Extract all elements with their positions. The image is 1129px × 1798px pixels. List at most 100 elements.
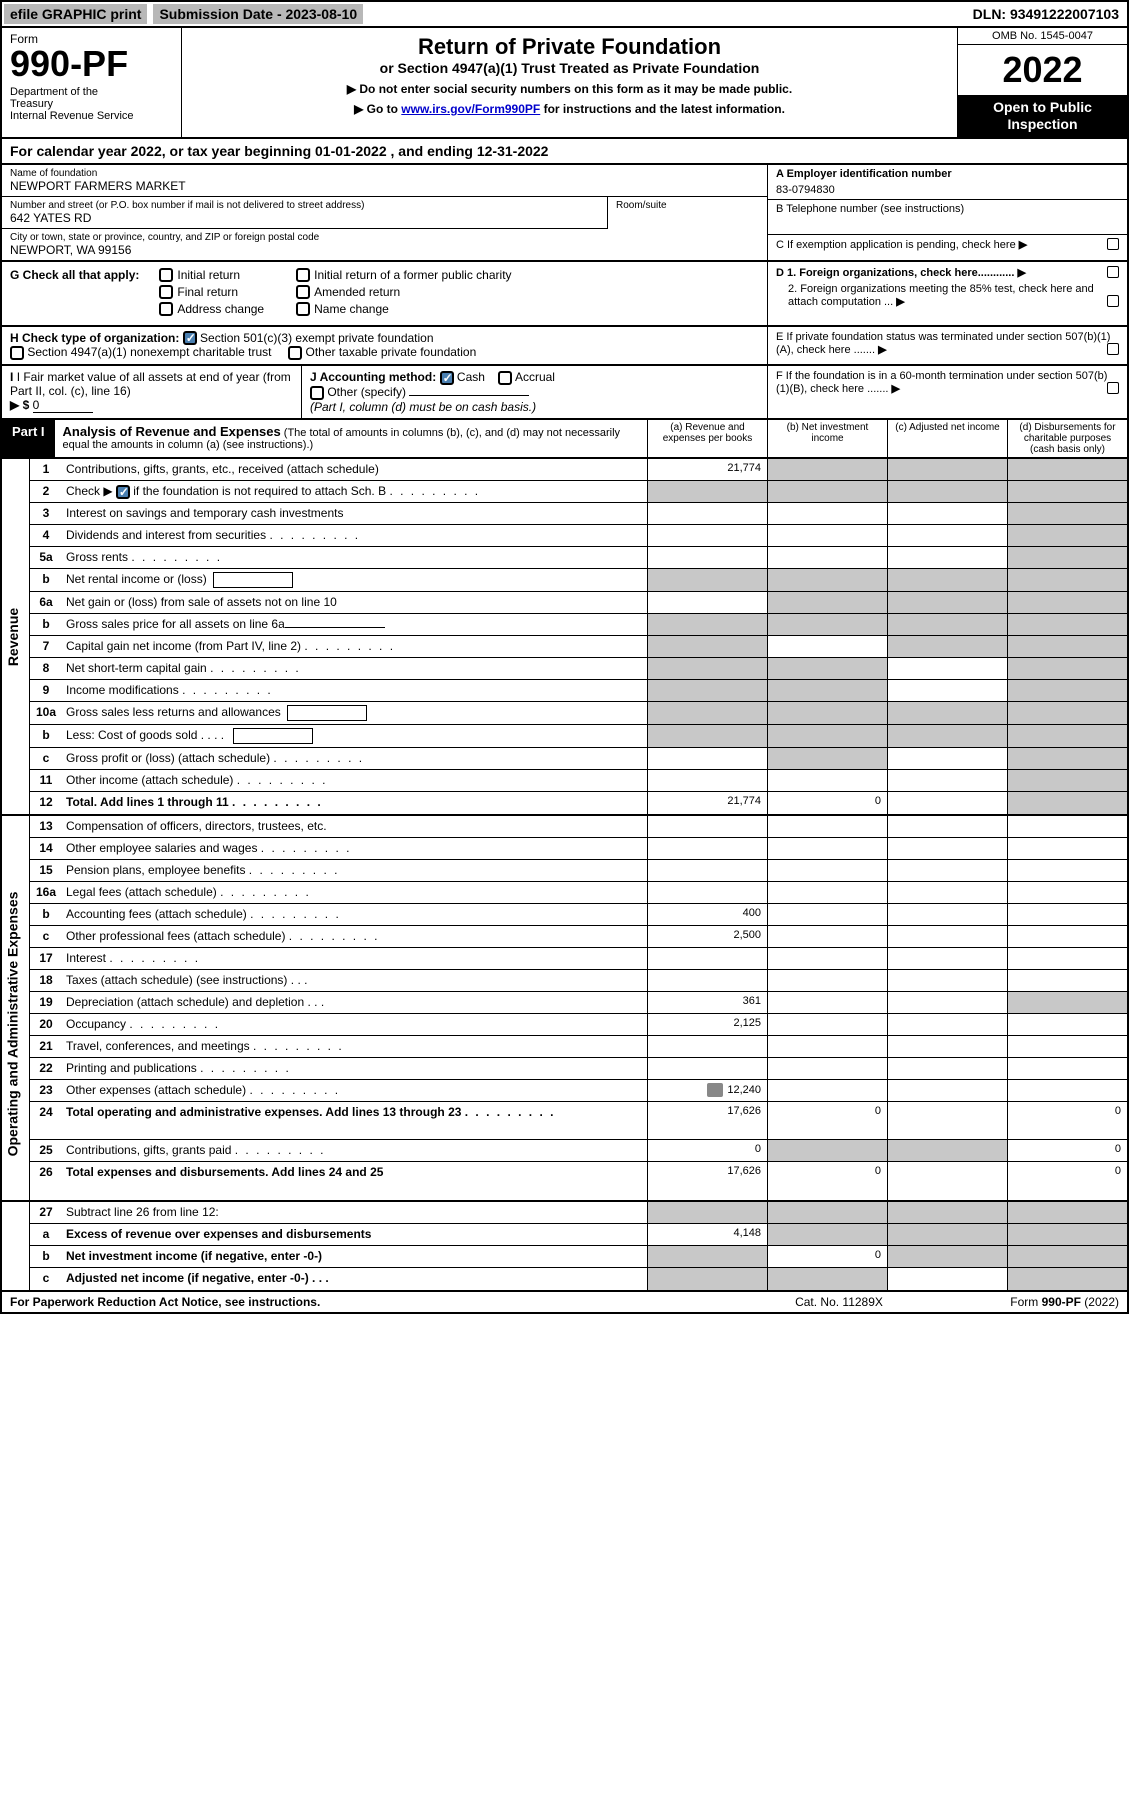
part-tag: Part I	[2, 420, 55, 457]
line-9: 9 Income modifications	[30, 680, 1127, 702]
top-bar: efile GRAPHIC print Submission Date - 20…	[0, 0, 1129, 28]
arrow-icon: ▶	[1019, 239, 1027, 251]
line-5a: 5a Gross rents	[30, 547, 1127, 569]
checkbox-accrual[interactable]	[498, 371, 512, 385]
expenses-side-label: Operating and Administrative Expenses	[2, 816, 30, 1200]
line-3: 3 Interest on savings and temporary cash…	[30, 503, 1127, 525]
line-17: 17 Interest	[30, 948, 1127, 970]
line27-block: 27 Subtract line 26 from line 12: a Exce…	[0, 1202, 1129, 1292]
phone-cell: B Telephone number (see instructions)	[768, 200, 1127, 235]
section-ijf: I I Fair market value of all assets at e…	[0, 366, 1129, 420]
col-c-header: (c) Adjusted net income	[887, 420, 1007, 457]
checkbox-final-return[interactable]	[159, 285, 173, 299]
schedule-icon[interactable]	[707, 1083, 723, 1097]
line-2: 2 Check ▶ if the foundation is not requi…	[30, 481, 1127, 503]
info-left: Name of foundation NEWPORT FARMERS MARKE…	[2, 165, 767, 260]
expenses-lines: 13 Compensation of officers, directors, …	[30, 816, 1127, 1200]
fmv-value: 0	[33, 398, 93, 413]
line-13: 13 Compensation of officers, directors, …	[30, 816, 1127, 838]
part-desc: Analysis of Revenue and Expenses (The to…	[55, 420, 647, 457]
line-20: 20 Occupancy 2,125	[30, 1014, 1127, 1036]
checkbox-amended[interactable]	[296, 285, 310, 299]
page-footer: For Paperwork Reduction Act Notice, see …	[0, 1292, 1129, 1314]
line-21: 21 Travel, conferences, and meetings	[30, 1036, 1127, 1058]
checkbox-c[interactable]	[1107, 238, 1119, 250]
checkbox-cash[interactable]	[440, 371, 454, 385]
line-1: 1 Contributions, gifts, grants, etc., re…	[30, 459, 1127, 481]
checkbox-4947[interactable]	[10, 346, 24, 360]
line-16a: 16a Legal fees (attach schedule)	[30, 882, 1127, 904]
checkbox-f[interactable]	[1107, 382, 1119, 394]
col-b-header: (b) Net investment income	[767, 420, 887, 457]
form-subtitle: or Section 4947(a)(1) Trust Treated as P…	[192, 60, 947, 76]
line-27a: a Excess of revenue over expenses and di…	[30, 1224, 1127, 1246]
h-left: H Check type of organization: Section 50…	[2, 327, 767, 365]
revenue-lines: 1 Contributions, gifts, grants, etc., re…	[30, 459, 1127, 814]
omb: OMB No. 1545-0047	[958, 28, 1127, 45]
line-25: 25 Contributions, gifts, grants paid 0 0	[30, 1140, 1127, 1162]
checkbox-schb[interactable]	[116, 485, 130, 499]
section-g: G Check all that apply: Initial return F…	[0, 262, 1129, 327]
city-state-zip: NEWPORT, WA 99156	[10, 243, 759, 257]
paperwork-notice: For Paperwork Reduction Act Notice, see …	[10, 1295, 739, 1309]
g-left: G Check all that apply: Initial return F…	[2, 262, 767, 325]
irs-link[interactable]: www.irs.gov/Form990PF	[401, 102, 540, 116]
submission-date: Submission Date - 2023-08-10	[153, 4, 363, 24]
dept: Department of theTreasuryInternal Revenu…	[10, 86, 173, 122]
expenses-table: Operating and Administrative Expenses 13…	[0, 816, 1129, 1202]
addr-cell: Number and street (or P.O. box number if…	[2, 197, 607, 229]
col-a-header: (a) Revenue and expenses per books	[647, 420, 767, 457]
checkbox-e[interactable]	[1107, 343, 1119, 355]
line-4: 4 Dividends and interest from securities	[30, 525, 1127, 547]
d-right: D 1. Foreign organizations, check here..…	[767, 262, 1127, 325]
i-cell: I I Fair market value of all assets at e…	[2, 366, 302, 418]
efile-label: efile GRAPHIC print	[4, 4, 147, 24]
revenue-table: Revenue 1 Contributions, gifts, grants, …	[0, 459, 1129, 816]
line-27b: b Net investment income (if negative, en…	[30, 1246, 1127, 1268]
form-number: 990-PF	[10, 46, 173, 82]
line-14: 14 Other employee salaries and wages	[30, 838, 1127, 860]
checkbox-d1[interactable]	[1107, 266, 1119, 278]
header-right: OMB No. 1545-0047 2022 Open to Public In…	[957, 28, 1127, 137]
header-mid: Return of Private Foundation or Section …	[182, 28, 957, 137]
section-h: H Check type of organization: Section 50…	[0, 327, 1129, 367]
line-10c: c Gross profit or (loss) (attach schedul…	[30, 748, 1127, 770]
line-18: 18 Taxes (attach schedule) (see instruct…	[30, 970, 1127, 992]
col-d-header: (d) Disbursements for charitable purpose…	[1007, 420, 1127, 457]
line-22: 22 Printing and publications	[30, 1058, 1127, 1080]
city-cell: City or town, state or province, country…	[2, 229, 767, 260]
cat-no: Cat. No. 11289X	[739, 1295, 939, 1309]
line-7: 7 Capital gain net income (from Part IV,…	[30, 636, 1127, 658]
e-right: E If private foundation status was termi…	[767, 327, 1127, 365]
ein-cell: A Employer identification number 83-0794…	[768, 165, 1127, 200]
note-2: ▶ Go to www.irs.gov/Form990PF for instru…	[192, 102, 947, 116]
form-ref: Form 990-PF (2022)	[939, 1295, 1119, 1309]
line-24: 24 Total operating and administrative ex…	[30, 1102, 1127, 1140]
line-8: 8 Net short-term capital gain	[30, 658, 1127, 680]
form-header: Form 990-PF Department of theTreasuryInt…	[0, 28, 1129, 139]
j-cell: J Accounting method: Cash Accrual Other …	[302, 366, 767, 418]
checkbox-d2[interactable]	[1107, 295, 1119, 307]
line-10b: b Less: Cost of goods sold . . . .	[30, 725, 1127, 748]
foundation-name: NEWPORT FARMERS MARKET	[10, 179, 759, 193]
ein: 83-0794830	[776, 184, 1119, 196]
name-cell: Name of foundation NEWPORT FARMERS MARKE…	[2, 165, 767, 197]
line-10a: 10a Gross sales less returns and allowan…	[30, 702, 1127, 725]
line-27c: c Adjusted net income (if negative, ente…	[30, 1268, 1127, 1290]
checkbox-address-change[interactable]	[159, 302, 173, 316]
line-27: 27 Subtract line 26 from line 12:	[30, 1202, 1127, 1224]
part1-header: Part I Analysis of Revenue and Expenses …	[0, 420, 1129, 459]
open-inspection: Open to Public Inspection	[958, 95, 1127, 137]
line-6b: b Gross sales price for all assets on li…	[30, 614, 1127, 636]
info-right: A Employer identification number 83-0794…	[767, 165, 1127, 260]
line-6a: 6a Net gain or (loss) from sale of asset…	[30, 592, 1127, 614]
checkbox-501c3[interactable]	[183, 331, 197, 345]
checkbox-initial-return[interactable]	[159, 268, 173, 282]
line-16c: c Other professional fees (attach schedu…	[30, 926, 1127, 948]
checkbox-other-method[interactable]	[310, 386, 324, 400]
checkbox-name-change[interactable]	[296, 302, 310, 316]
checkbox-other-taxable[interactable]	[288, 346, 302, 360]
calendar-year: For calendar year 2022, or tax year begi…	[0, 139, 1129, 165]
checkbox-initial-former[interactable]	[296, 268, 310, 282]
revenue-side-label: Revenue	[2, 459, 30, 814]
